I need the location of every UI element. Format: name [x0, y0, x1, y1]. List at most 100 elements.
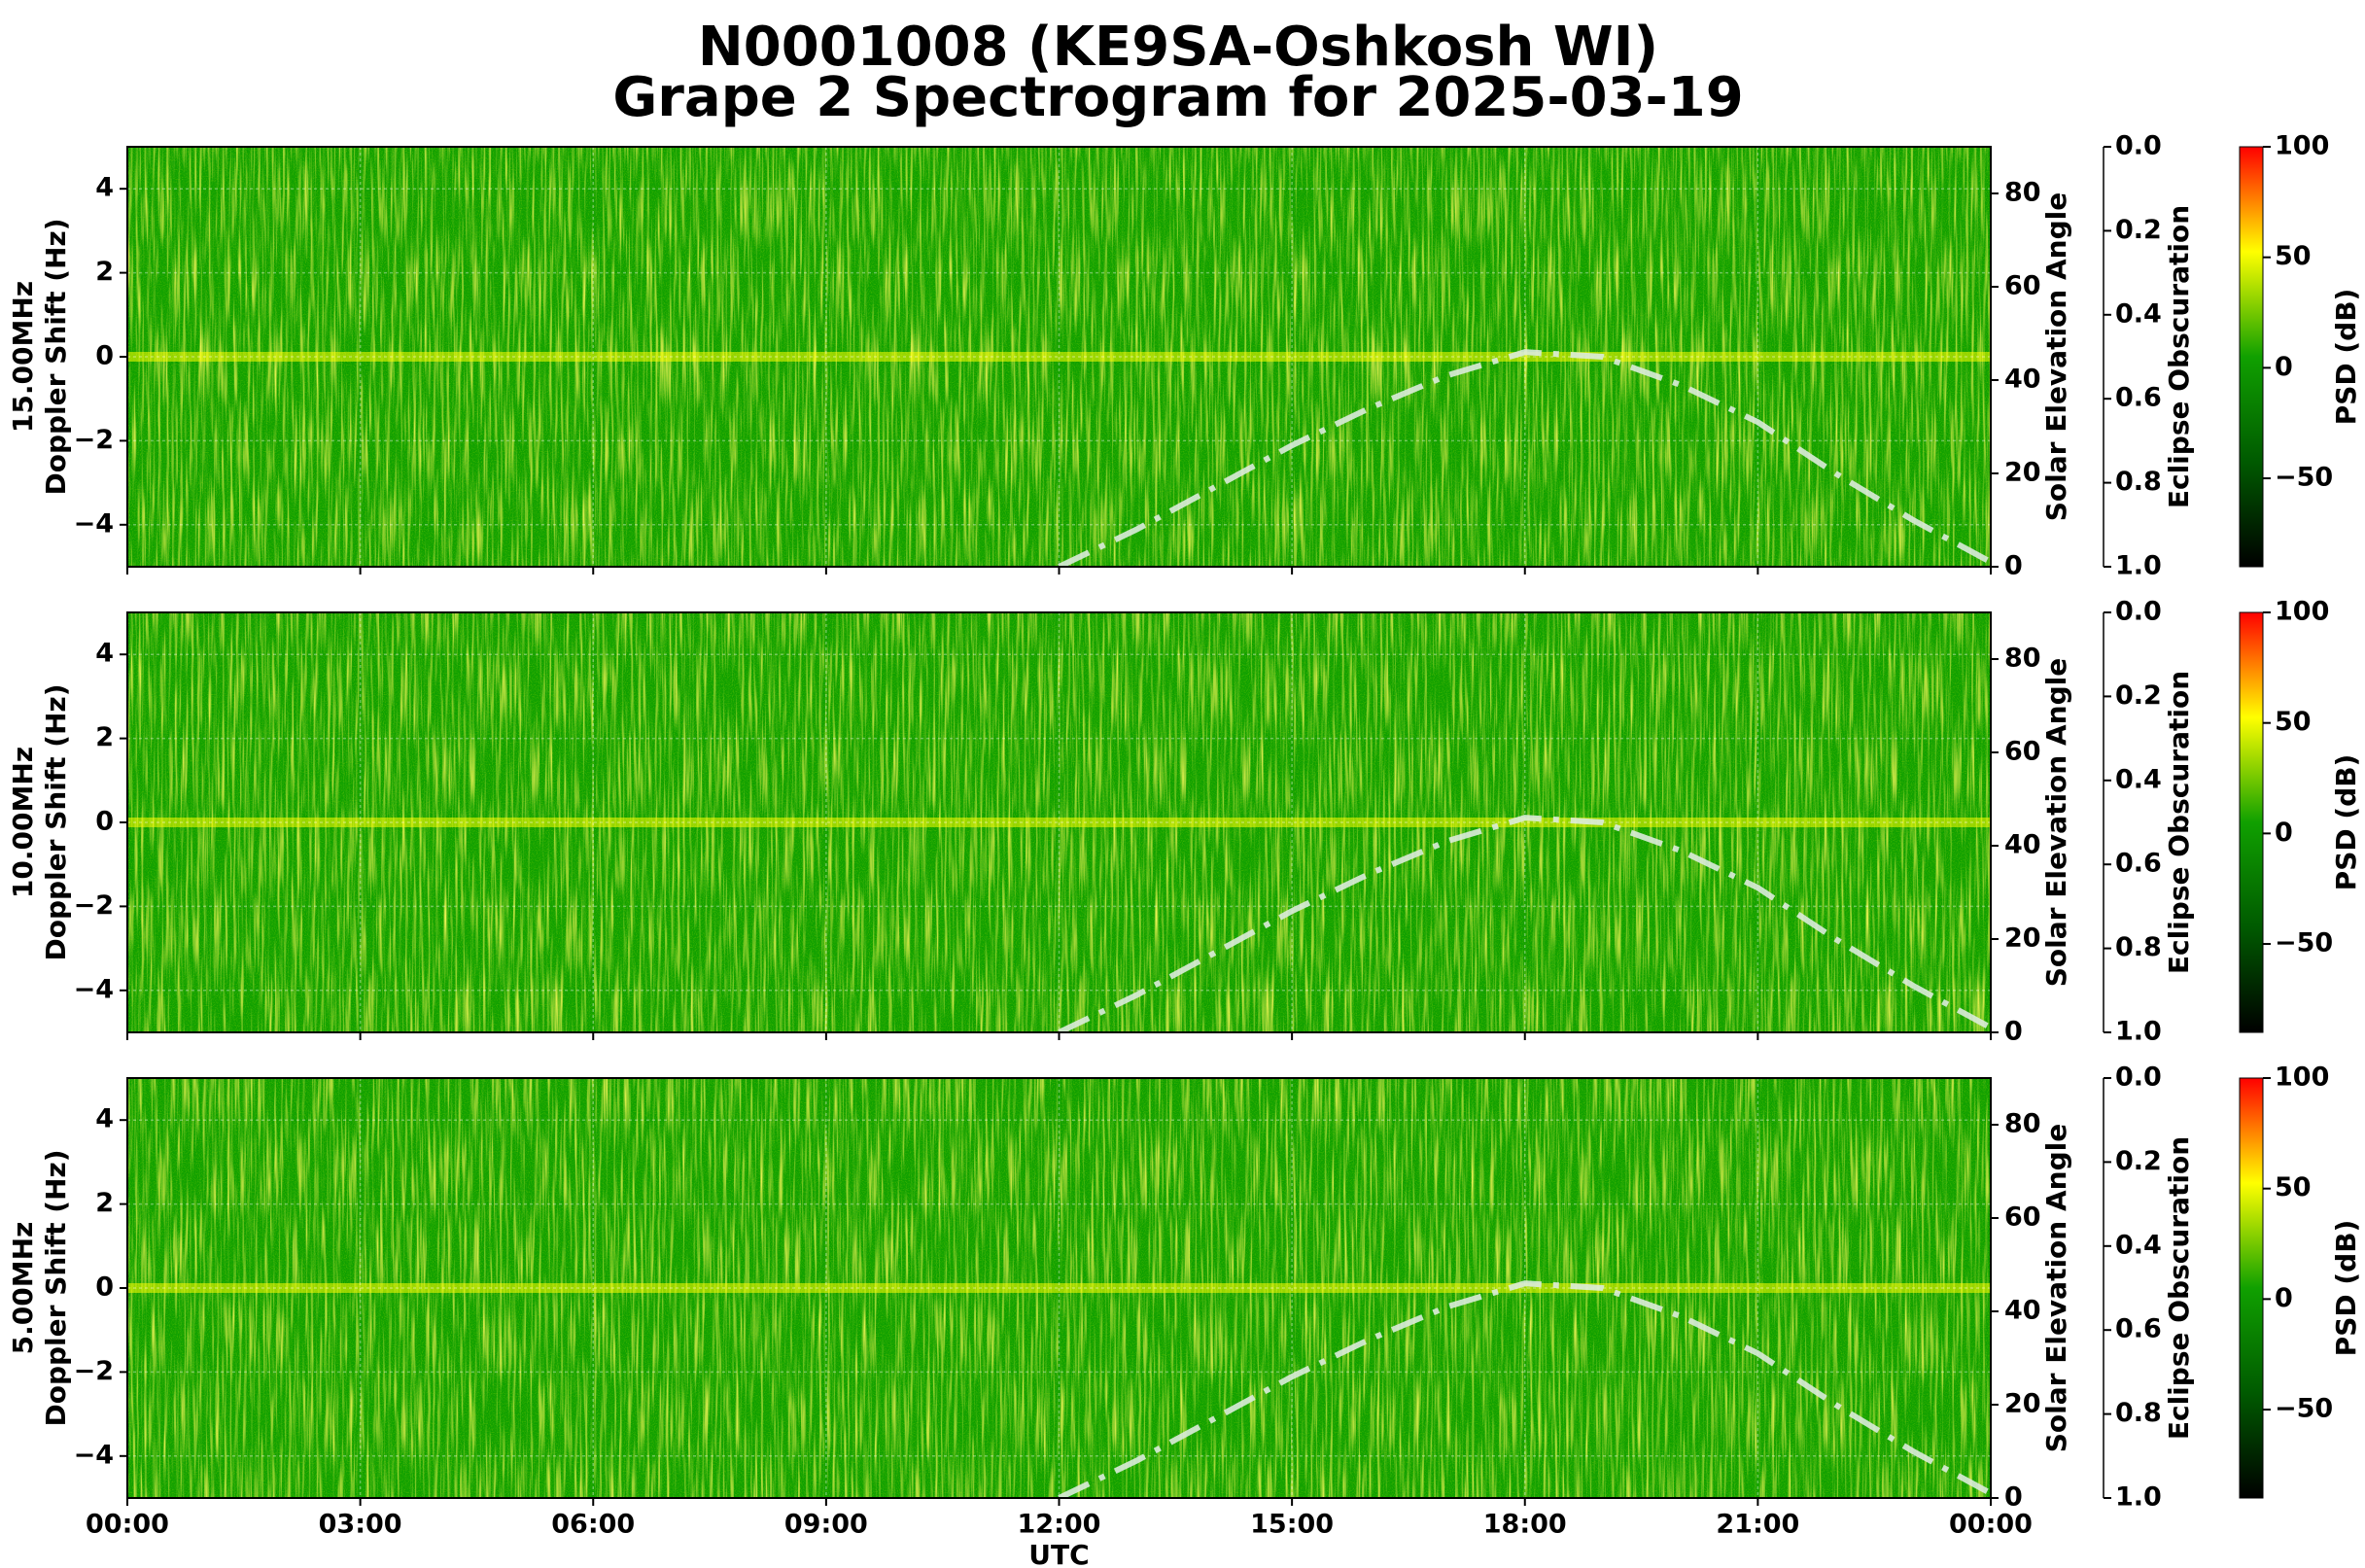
y2-axis-label: Solar Elevation Angle: [2040, 1124, 2072, 1452]
y-axis-label: Doppler Shift (Hz): [40, 1149, 72, 1426]
y-tick-label: −4: [74, 1440, 114, 1470]
y2-tick-label: 40: [2004, 1296, 2041, 1326]
y2-tick-label: 0: [2004, 1482, 2023, 1513]
y-tick-label: −4: [74, 508, 114, 539]
colorbar-tick-label: −50: [2275, 928, 2333, 958]
colorbar-tick-label: 0: [2275, 352, 2293, 382]
y-tick-label: 4: [95, 173, 114, 203]
y-tick-label: 2: [95, 722, 114, 752]
x-axis-label: UTC: [1028, 1539, 1089, 1568]
y2-axis-label: Solar Elevation Angle: [2040, 658, 2072, 987]
plot-area: [127, 147, 1991, 567]
y3-tick-label: 0.2: [2115, 1146, 2162, 1176]
y3-axis-label: Eclipse Obscuration: [2163, 1136, 2195, 1440]
y3-tick-label: 0.8: [2115, 1398, 2162, 1428]
y3-axis-label: Eclipse Obscuration: [2163, 205, 2195, 508]
y-axis-label: 15.00MHz: [7, 281, 39, 433]
plot-area: [127, 612, 1991, 1032]
elevation-line: [1058, 349, 1991, 567]
y3-tick-label: 0.6: [2115, 1314, 2162, 1344]
colorbar-tick-label: 0: [2275, 818, 2293, 848]
plot-frame: [126, 611, 1992, 1033]
zero-band: [127, 1283, 1991, 1293]
colorbar-label: PSD (dB): [2330, 754, 2362, 891]
y-tick-label: 4: [95, 1104, 114, 1134]
chart-title: N0001008 (KE9SA-Oshkosh WI): [698, 16, 1658, 79]
x-tick-label: 03:00: [319, 1510, 402, 1540]
colorbar: [2239, 146, 2264, 568]
y3-tick-label: 0.4: [2115, 1230, 2162, 1260]
colorbar: [2239, 611, 2264, 1033]
zero-band: [127, 818, 1991, 827]
colorbar: [2239, 1077, 2264, 1499]
y3-tick-label: 0.4: [2115, 298, 2162, 329]
y-tick-label: −2: [74, 1356, 114, 1386]
y-axis-label: Doppler Shift (Hz): [40, 683, 72, 960]
plot-frame: [126, 1077, 1992, 1499]
y3-tick-label: 0.2: [2115, 215, 2162, 245]
y2-tick-label: 80: [2004, 1109, 2041, 1139]
y2-tick-label: 20: [2004, 923, 2041, 954]
zero-band: [127, 352, 1991, 362]
elevation-line: [1058, 815, 1991, 1032]
y-tick-label: −4: [74, 974, 114, 1004]
x-tick-label: 12:00: [1018, 1510, 1101, 1540]
y3-tick-label: 0.0: [2115, 597, 2162, 627]
x-tick-label: 00:00: [86, 1510, 169, 1540]
y2-tick-label: 0: [2004, 551, 2023, 581]
y3-tick-label: 1.0: [2115, 1482, 2162, 1513]
chart-subtitle: Grape 2 Spectrogram for 2025-03-19: [612, 66, 1743, 129]
y-axis-label: 10.00MHz: [7, 747, 39, 898]
y3-tick-label: 0.2: [2115, 680, 2162, 711]
y2-tick-label: 40: [2004, 365, 2041, 395]
y2-tick-label: 80: [2004, 178, 2041, 208]
y-tick-label: −2: [74, 425, 114, 455]
y2-tick-label: 20: [2004, 458, 2041, 488]
colorbar-tick-label: 100: [2275, 131, 2329, 161]
colorbar-tick-label: −50: [2275, 463, 2333, 493]
x-tick-label: 06:00: [551, 1510, 635, 1540]
y3-tick-label: 0.6: [2115, 849, 2162, 879]
y3-tick-label: 0.0: [2115, 131, 2162, 161]
y2-tick-label: 60: [2004, 271, 2041, 301]
y2-tick-label: 60: [2004, 737, 2041, 767]
x-tick-label: 21:00: [1716, 1510, 1799, 1540]
elevation-line: [1058, 1280, 1991, 1498]
y-axis-label: 5.00MHz: [7, 1222, 39, 1355]
colorbar-tick-label: 100: [2275, 597, 2329, 627]
colorbar-label: PSD (dB): [2330, 289, 2362, 426]
y-tick-label: 2: [95, 257, 114, 287]
y2-tick-label: 80: [2004, 644, 2041, 674]
y3-tick-label: 0.8: [2115, 467, 2162, 497]
plot-frame: [126, 146, 1992, 568]
y-tick-label: 4: [95, 639, 114, 669]
y3-tick-label: 1.0: [2115, 551, 2162, 581]
colorbar-tick-label: −50: [2275, 1394, 2333, 1424]
y-axis-label: Doppler Shift (Hz): [40, 218, 72, 495]
plot-area: [127, 1078, 1991, 1498]
colorbar-tick-label: 100: [2275, 1063, 2329, 1093]
y-tick-label: 0: [95, 807, 114, 837]
y3-tick-label: 0.4: [2115, 764, 2162, 794]
x-tick-label: 18:00: [1483, 1510, 1567, 1540]
x-tick-label: 09:00: [784, 1510, 868, 1540]
y-tick-label: 2: [95, 1188, 114, 1218]
colorbar-tick-label: 50: [2275, 1172, 2312, 1202]
x-tick-label: 15:00: [1250, 1510, 1334, 1540]
y2-tick-label: 40: [2004, 830, 2041, 860]
colorbar-tick-label: 50: [2275, 241, 2312, 271]
colorbar-tick-label: 50: [2275, 707, 2312, 737]
y2-axis-label: Solar Elevation Angle: [2040, 192, 2072, 521]
y3-tick-label: 0.6: [2115, 383, 2162, 413]
y2-tick-label: 60: [2004, 1202, 2041, 1233]
y3-tick-label: 1.0: [2115, 1017, 2162, 1047]
y-tick-label: 0: [95, 1272, 114, 1303]
y-tick-label: −2: [74, 890, 114, 921]
x-tick-label: 00:00: [1949, 1510, 2033, 1540]
colorbar-label: PSD (dB): [2330, 1220, 2362, 1357]
y-tick-label: 0: [95, 341, 114, 371]
colorbar-tick-label: 0: [2275, 1283, 2293, 1313]
y3-axis-label: Eclipse Obscuration: [2163, 671, 2195, 974]
y3-tick-label: 0.0: [2115, 1063, 2162, 1093]
